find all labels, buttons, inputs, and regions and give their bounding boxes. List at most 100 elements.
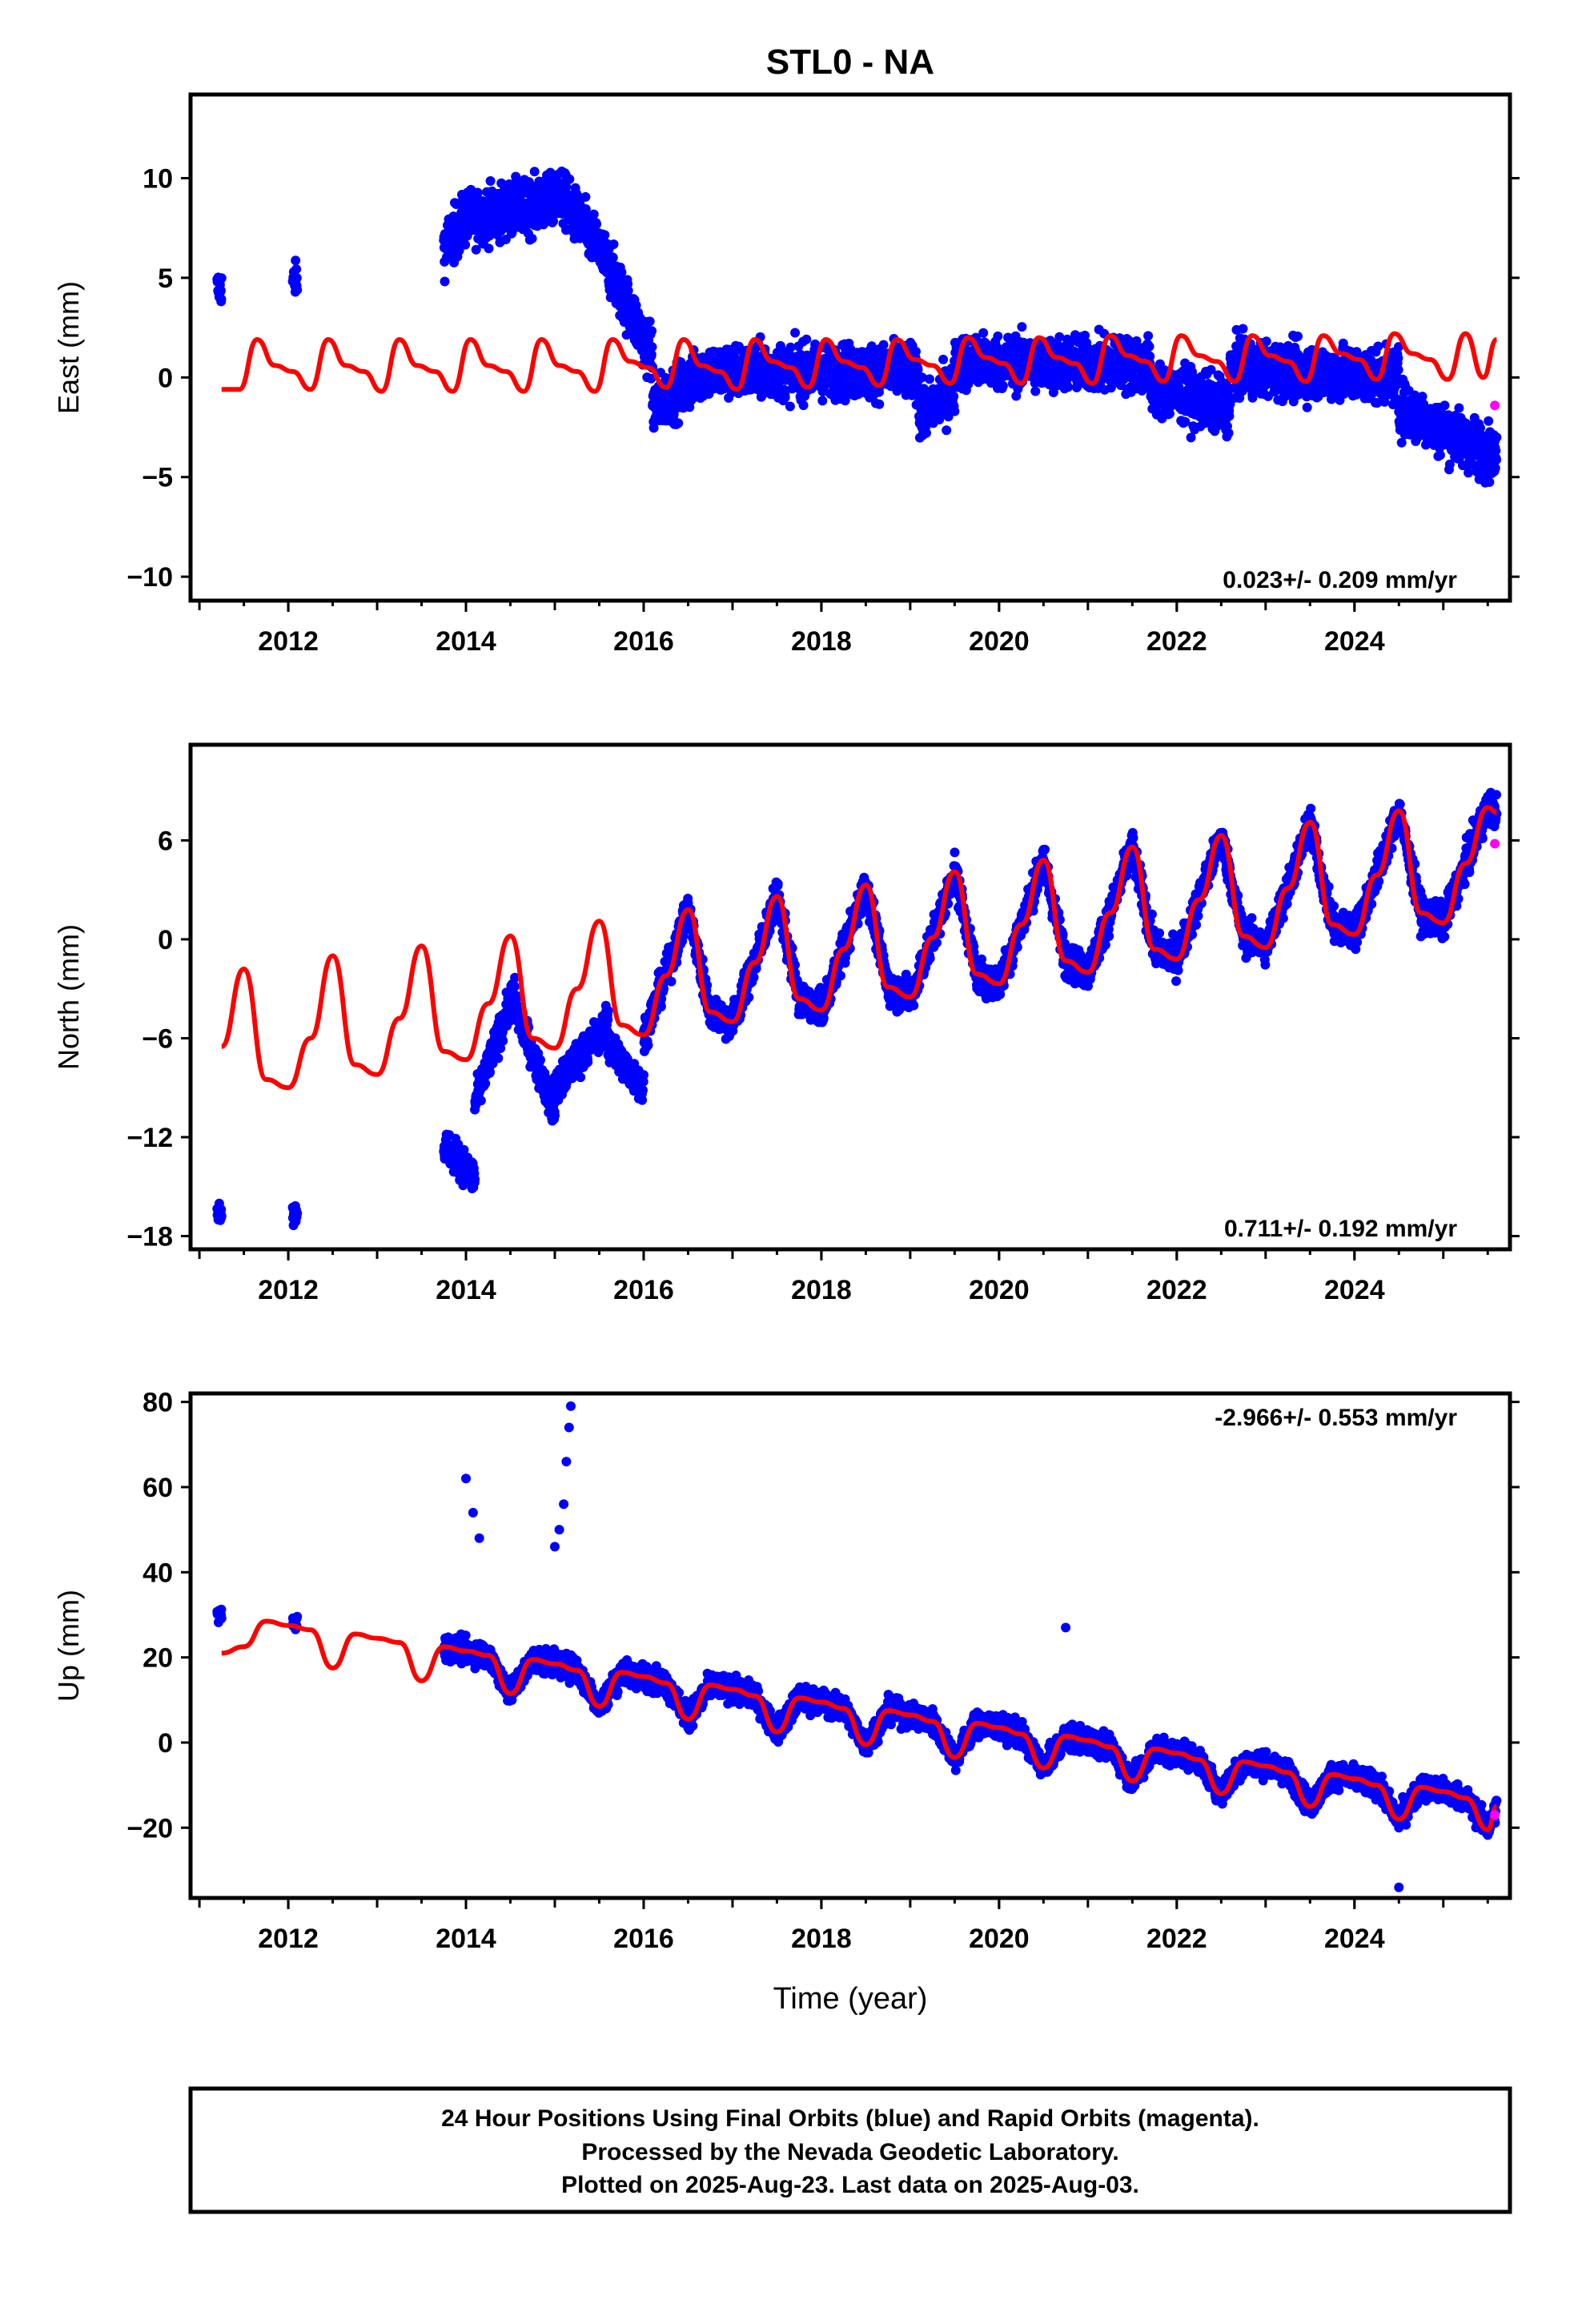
east-point [921,428,931,438]
east-point [647,326,657,336]
east-point [623,286,633,296]
north-point [498,1035,508,1046]
east-point [669,409,679,420]
east-point [938,354,949,364]
east-point [978,328,989,338]
east-point [216,273,227,283]
east-point [472,187,483,198]
east-point [998,380,1008,391]
east-x-tick-label: 2022 [1146,626,1207,657]
east-point [878,340,889,350]
east-x-tick-label: 2020 [969,626,1030,657]
east-x-tick-label: 2016 [613,626,674,657]
east-point [1490,463,1500,473]
east-point [631,300,641,311]
east-point [215,285,226,296]
east-point [1454,403,1464,413]
east-point [840,396,850,406]
east-point [785,342,796,352]
east-point [646,373,656,384]
east-point [874,399,885,409]
east-point [950,406,960,416]
east-point [798,400,809,411]
east-point [548,216,559,227]
east-y-tick-label: 0 [158,363,173,393]
east-point [1143,331,1154,341]
east-point [1293,332,1303,341]
east-point [460,239,471,250]
east-point [580,204,591,214]
east-point [216,294,227,304]
east-point [471,244,481,255]
east-y-tick-label: −5 [142,463,173,493]
east-point [866,341,877,352]
east-point [484,231,495,241]
east-point [561,182,572,192]
east-y-tick-label: 10 [143,164,173,195]
east-point [1492,432,1502,443]
east-point [913,364,923,375]
east-point [817,396,828,406]
east-data-layer [212,167,1502,488]
east-point [588,209,599,219]
east-point [1396,437,1407,448]
east-point [1393,353,1403,364]
east-point [1017,322,1027,332]
north-point [476,1096,486,1106]
east-point [291,264,302,275]
east-point [291,255,301,266]
east-point [1238,324,1248,334]
east-point [646,349,656,360]
north-point [480,1079,491,1088]
east-x-tick-label: 2024 [1324,626,1385,657]
east-rate-label: 0.023+/- 0.209 mm/yr [1223,567,1457,593]
east-point [1144,341,1154,352]
north-point [493,1053,504,1063]
east-y-axis-label: East (mm) [52,281,85,414]
east-point [1393,364,1403,375]
north-point [292,1208,303,1219]
east-point [780,392,790,403]
east-point [529,167,540,177]
east-point [1492,455,1501,465]
east-panel: 2012 2014 2016 2018 2020 2022 2024−10−50510Eas… [52,92,1520,657]
east-rapid-orbit-point [1490,400,1500,411]
north-point [509,982,520,991]
east-point [1484,477,1495,487]
east-point [942,425,952,436]
east-point [1435,450,1445,460]
east-point [1030,386,1041,396]
east-point [291,273,302,283]
north-point [550,1111,560,1120]
east-point [600,230,610,240]
east-point [608,252,618,263]
east-point [564,174,575,184]
east-point [527,233,537,243]
east-point [1302,402,1312,412]
east-point [801,334,812,344]
east-point [1373,341,1383,352]
north-point [485,1067,495,1077]
north-point [576,1072,586,1083]
east-point [647,342,657,352]
north-panel: 2012 2014 2016 2018 2020 2022 2024−18−12−606No… [52,742,1520,1305]
east-point [648,423,659,433]
east-point [917,372,927,383]
east-point [580,191,591,202]
east-point [484,243,494,254]
east-point [592,219,602,229]
east-point [1224,411,1235,421]
east-y-tick-label: 5 [158,263,173,294]
east-point [1223,428,1234,438]
east-x-tick-label: 2012 [258,626,319,657]
east-point [925,374,934,384]
east-point [454,245,464,255]
east-point [292,285,303,295]
east-point [485,176,496,186]
east-point [1063,382,1074,392]
east-point [1484,416,1494,426]
figure-title: STL0 - NA [766,42,934,82]
east-point [993,331,1003,341]
east-x-tick-label: 2018 [791,626,852,657]
